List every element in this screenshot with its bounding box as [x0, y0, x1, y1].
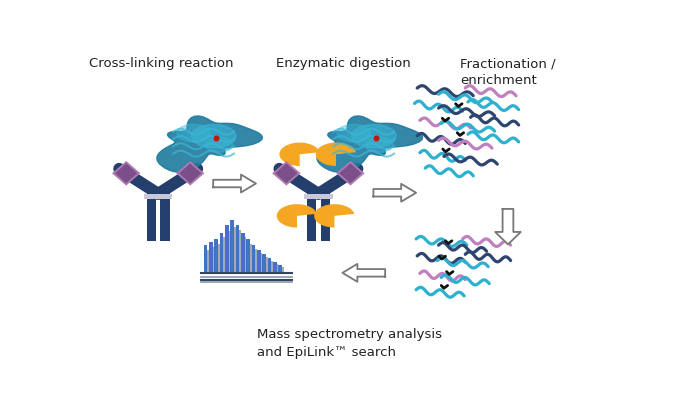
Bar: [221, 238, 225, 273]
Polygon shape: [177, 124, 210, 142]
Polygon shape: [192, 124, 236, 148]
Bar: [253, 249, 257, 273]
Polygon shape: [317, 116, 422, 172]
Polygon shape: [157, 116, 263, 172]
Polygon shape: [351, 124, 396, 148]
Bar: [251, 245, 256, 273]
Bar: [280, 267, 284, 273]
Bar: [307, 193, 316, 241]
Bar: [274, 264, 278, 273]
Polygon shape: [373, 184, 416, 202]
Bar: [204, 245, 207, 273]
Polygon shape: [205, 138, 233, 152]
Bar: [144, 194, 172, 199]
Wedge shape: [316, 142, 356, 166]
Wedge shape: [314, 204, 354, 228]
Bar: [241, 233, 245, 273]
Bar: [258, 253, 263, 273]
Bar: [269, 260, 273, 273]
Text: Enzymatic digestion: Enzymatic digestion: [276, 57, 411, 70]
Polygon shape: [342, 264, 385, 282]
Text: Fractionation /
enrichment: Fractionation / enrichment: [460, 57, 555, 87]
Polygon shape: [365, 138, 393, 152]
Wedge shape: [277, 204, 317, 228]
Bar: [209, 242, 213, 273]
Bar: [257, 250, 261, 273]
Bar: [225, 225, 229, 273]
Bar: [216, 244, 220, 273]
Bar: [214, 239, 218, 273]
Bar: [273, 262, 277, 273]
Bar: [320, 193, 330, 241]
Polygon shape: [336, 161, 364, 186]
Text: Mass spectrometry analysis
and EpiLink™ search: Mass spectrometry analysis and EpiLink™ …: [257, 328, 442, 359]
Bar: [205, 250, 209, 273]
Bar: [278, 265, 282, 273]
Bar: [161, 193, 169, 241]
Polygon shape: [339, 163, 362, 183]
Polygon shape: [275, 163, 298, 183]
Polygon shape: [213, 174, 256, 192]
Polygon shape: [272, 161, 300, 186]
Bar: [305, 194, 333, 199]
Polygon shape: [115, 163, 137, 183]
Bar: [147, 193, 156, 241]
Polygon shape: [179, 163, 201, 183]
Polygon shape: [112, 161, 141, 186]
Bar: [236, 225, 240, 273]
Bar: [247, 239, 250, 273]
Bar: [227, 231, 230, 273]
Bar: [220, 233, 223, 273]
Bar: [232, 227, 236, 273]
Polygon shape: [176, 161, 205, 186]
Bar: [237, 230, 241, 273]
Polygon shape: [495, 209, 521, 244]
Polygon shape: [337, 124, 371, 142]
Bar: [248, 244, 251, 273]
Bar: [230, 220, 234, 273]
Bar: [268, 258, 271, 273]
Bar: [263, 254, 266, 273]
Text: Cross-linking reaction: Cross-linking reaction: [89, 57, 234, 70]
Bar: [243, 238, 246, 273]
Bar: [210, 247, 214, 273]
Wedge shape: [280, 142, 320, 166]
Bar: [264, 258, 267, 273]
